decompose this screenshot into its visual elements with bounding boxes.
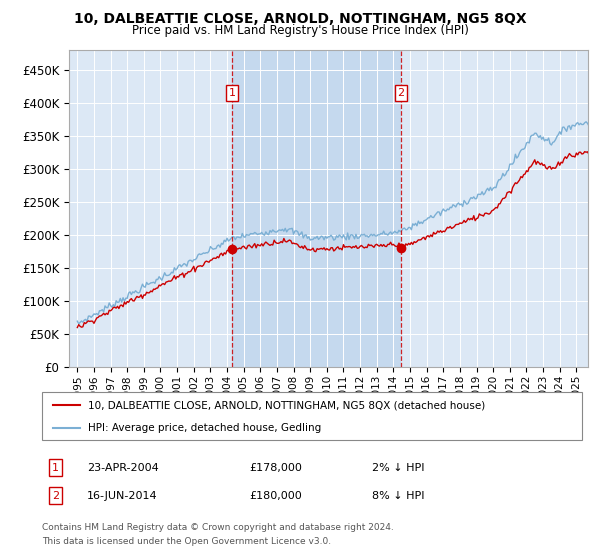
Bar [232,50,401,367]
Text: 2% ↓ HPI: 2% ↓ HPI [372,463,425,473]
Text: Contains HM Land Registry data © Crown copyright and database right 2024.: Contains HM Land Registry data © Crown c… [42,523,394,532]
Text: 8% ↓ HPI: 8% ↓ HPI [372,491,425,501]
Text: 10, DALBEATTIE CLOSE, ARNOLD, NOTTINGHAM, NG5 8QX (detached house): 10, DALBEATTIE CLOSE, ARNOLD, NOTTINGHAM… [88,400,485,410]
Text: 1: 1 [52,463,59,473]
Text: 23-APR-2004: 23-APR-2004 [87,463,159,473]
Text: This data is licensed under the Open Government Licence v3.0.: This data is licensed under the Open Gov… [42,537,331,546]
Text: 16-JUN-2014: 16-JUN-2014 [87,491,158,501]
Text: 2: 2 [52,491,59,501]
Text: HPI: Average price, detached house, Gedling: HPI: Average price, detached house, Gedl… [88,423,321,433]
Text: 10, DALBEATTIE CLOSE, ARNOLD, NOTTINGHAM, NG5 8QX: 10, DALBEATTIE CLOSE, ARNOLD, NOTTINGHAM… [74,12,526,26]
Text: £178,000: £178,000 [249,463,302,473]
Text: Price paid vs. HM Land Registry's House Price Index (HPI): Price paid vs. HM Land Registry's House … [131,24,469,36]
FancyBboxPatch shape [42,392,582,440]
Text: 2: 2 [397,88,404,98]
Text: 1: 1 [229,88,236,98]
Text: £180,000: £180,000 [249,491,302,501]
